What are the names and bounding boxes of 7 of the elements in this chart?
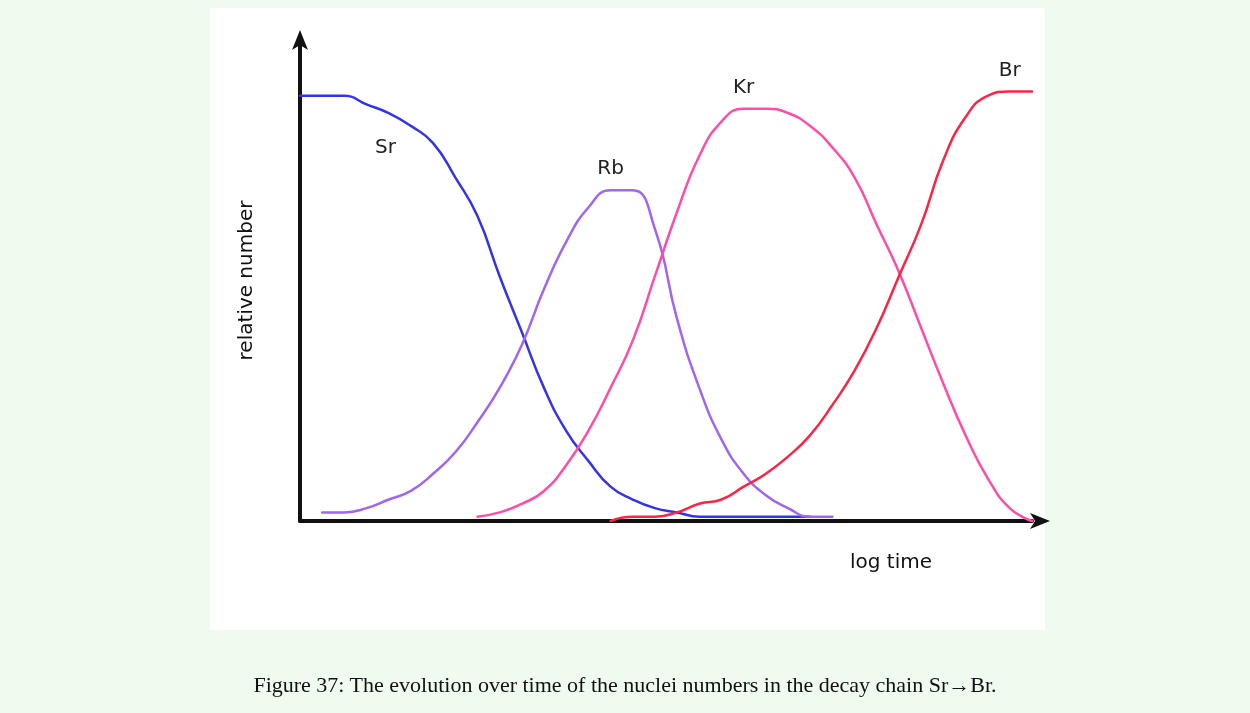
series-label: Sr (375, 133, 397, 158)
series-label: Br (998, 56, 1022, 81)
caption: Figure 37: The evolution over time of the nuclei numbers in the decay chain Sr→Br. (253, 671, 997, 697)
x-axis-title: log time (849, 549, 932, 573)
y-axis-title: relative number (233, 199, 257, 361)
series-label: Rb (597, 155, 624, 180)
series-label: Kr (732, 73, 756, 98)
